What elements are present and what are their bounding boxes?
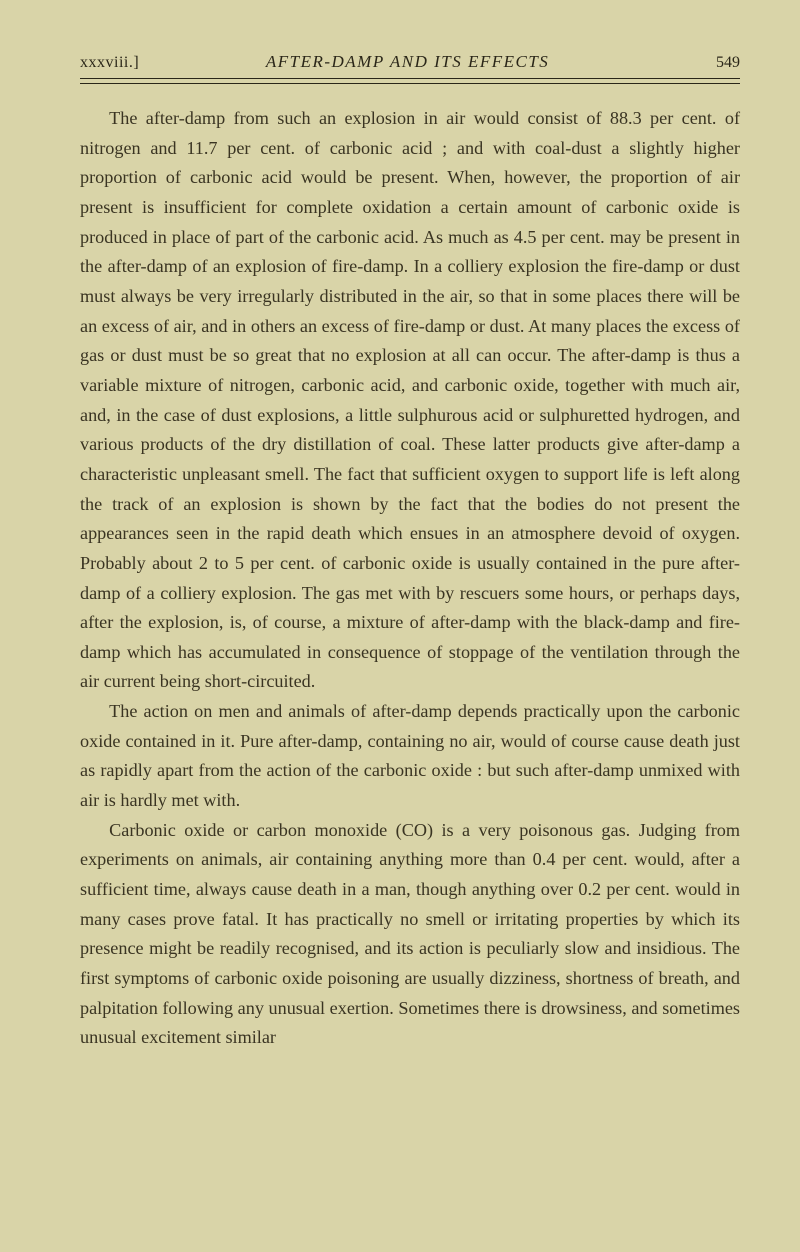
paragraph-3: Carbonic oxide or carbon monoxide (CO) i… (80, 816, 740, 1053)
page-header: xxxviii.] AFTER-DAMP AND ITS EFFECTS 549 (80, 52, 740, 79)
paragraph-1: The after-damp from such an explosion in… (80, 104, 740, 697)
paragraph-2: The action on men and animals of after-d… (80, 697, 740, 816)
header-rule (80, 83, 740, 84)
page-number: 549 (716, 54, 740, 72)
body-text: The after-damp from such an explosion in… (80, 104, 740, 1053)
chapter-title: AFTER-DAMP AND ITS EFFECTS (99, 52, 716, 72)
